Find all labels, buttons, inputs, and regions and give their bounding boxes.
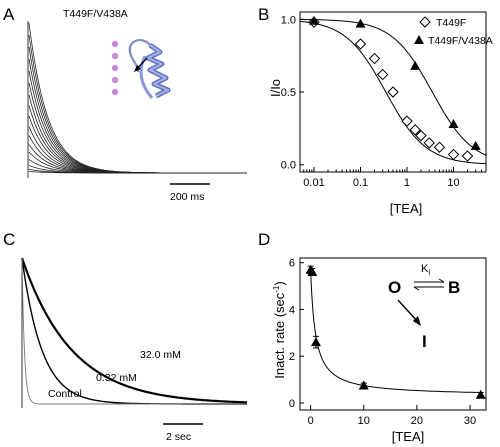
panel-b-point-t449f bbox=[401, 115, 413, 127]
panel-c-traces bbox=[20, 257, 248, 408]
scheme-state-o: O bbox=[388, 278, 401, 297]
blocker-arrow-head bbox=[134, 65, 141, 72]
trace-label-032mm: 0.32 mM bbox=[96, 372, 137, 384]
tea-ion-dot bbox=[111, 64, 119, 72]
tea-ion-dot bbox=[111, 88, 119, 96]
panel-a-title: T449F/V438A bbox=[63, 8, 128, 20]
panel-b-point-t449f bbox=[409, 124, 421, 136]
panel-b-point-t449f bbox=[415, 129, 427, 142]
scheme-state-b: B bbox=[448, 278, 460, 297]
panel-a-trace bbox=[28, 46, 247, 174]
panel-b-point-t449f bbox=[387, 86, 399, 98]
panel-d-letter: D bbox=[258, 230, 270, 249]
panel-d-plot: 0 2 4 6 0 10 20 30 bbox=[289, 257, 487, 427]
panel-b-fit-curve bbox=[300, 19, 487, 156]
panel-b-point-t449f-v438a bbox=[470, 140, 481, 150]
legend-marker-triangle bbox=[414, 35, 424, 44]
trace-label-32mm: 32.0 mM bbox=[140, 349, 181, 361]
panel-b-point-t449f bbox=[447, 148, 460, 161]
panel-b-xtick-label: 10 bbox=[447, 177, 459, 189]
scheme-state-i: I bbox=[422, 332, 427, 351]
panel-b-fit-curve bbox=[299, 20, 487, 165]
panel-b-ytick-label: 0.0 bbox=[281, 160, 296, 172]
protein-helix-highlight bbox=[147, 44, 169, 97]
panel-b-point-t449f-v438a bbox=[448, 119, 459, 128]
panel-c-letter: C bbox=[3, 230, 15, 249]
panel-b-point-t449f-v438a bbox=[410, 60, 421, 70]
panel-d-xtick-label: 20 bbox=[411, 415, 423, 427]
panel-a-trace bbox=[28, 171, 247, 174]
panel-b-ytick-label: 0.5 bbox=[281, 87, 296, 99]
tea-ion-dot bbox=[111, 76, 119, 84]
panel-d-ytick-label: 6 bbox=[289, 258, 295, 270]
tea-ion-dot bbox=[111, 52, 119, 60]
panel-b-point-t449f-v438a bbox=[355, 18, 366, 28]
panel-a-scalebar-label: 200 ms bbox=[170, 191, 204, 203]
panel-b: B I/Io [TEA] 0.0 0.5 1.0 0.01 0.1 1 10 T449F T… bbox=[258, 5, 493, 216]
panel-c-trace bbox=[20, 257, 248, 404]
panel-b-point-t449f bbox=[461, 150, 474, 162]
panel-a: A T449F/V438A 200 ms bbox=[3, 5, 247, 203]
legend-marker-diamond bbox=[419, 16, 431, 28]
trace-label-control: Control bbox=[48, 388, 82, 400]
panel-d-ytick-label: 2 bbox=[289, 351, 295, 363]
panel-d-frame bbox=[299, 257, 487, 411]
kinetic-scheme: O B Ki I bbox=[388, 263, 460, 351]
panel-b-xtick-label: 1 bbox=[404, 177, 410, 189]
panel-d-xtick-label: 0 bbox=[308, 415, 314, 427]
panel-d-ylabel: Inact. rate (sec-1) bbox=[272, 281, 287, 378]
panel-c-trace bbox=[21, 257, 247, 405]
panel-b-letter: B bbox=[258, 5, 269, 24]
panel-b-point-t449f bbox=[376, 68, 389, 81]
tea-ion-dot bbox=[111, 40, 119, 48]
panel-b-legend: T449F T449F/V438A bbox=[414, 16, 493, 47]
scheme-forward-arrowhead bbox=[438, 278, 445, 283]
panel-a-trace bbox=[28, 70, 247, 174]
panel-d-point bbox=[310, 337, 321, 347]
legend-label-t449f-v438a: T449F/V438A bbox=[428, 35, 493, 47]
panel-d-xtick-label: 30 bbox=[464, 415, 476, 427]
panel-a-trace bbox=[28, 58, 247, 174]
panel-d-point bbox=[307, 267, 318, 277]
panel-c-scalebar-label: 2 sec bbox=[166, 431, 191, 443]
panel-d-xtick-label: 10 bbox=[358, 415, 370, 427]
panel-b-xlabel: [TEA] bbox=[390, 201, 423, 216]
panel-c: C 32.0 mM 0.32 mM Control 2 sec bbox=[3, 230, 248, 443]
panel-d-xlabel: [TEA] bbox=[392, 429, 425, 444]
protein-loop bbox=[128, 39, 151, 73]
panel-d-point bbox=[475, 389, 486, 399]
scheme-inactivation-arrow bbox=[397, 299, 419, 323]
panel-b-point-t449f bbox=[368, 52, 381, 65]
panel-d-ytick-label: 0 bbox=[289, 398, 295, 410]
channel-structure-icon bbox=[111, 39, 171, 99]
panel-b-ytick-label: 1.0 bbox=[281, 14, 296, 26]
scheme-inactivation-arrowhead bbox=[413, 316, 421, 326]
scheme-backward-arrowhead bbox=[413, 286, 420, 291]
panel-a-letter: A bbox=[3, 5, 15, 24]
panel-b-point-t449f bbox=[423, 137, 435, 149]
legend-label-t449f: T449F bbox=[436, 17, 466, 29]
panel-b-point-t449f-v438a bbox=[308, 15, 319, 25]
protein-strand bbox=[139, 55, 154, 99]
panel-b-xtick-label: 0.1 bbox=[353, 177, 368, 189]
panel-b-ylabel: I/Io bbox=[268, 79, 283, 97]
panel-b-xtick-label: 0.01 bbox=[303, 177, 324, 189]
panel-b-point-t449f bbox=[354, 38, 367, 50]
panel-d-point bbox=[358, 380, 369, 390]
scheme-rate-k: Ki bbox=[421, 263, 430, 277]
panel-a-traces bbox=[28, 22, 247, 174]
panel-d-ytick-label: 4 bbox=[289, 304, 295, 316]
panel-b-plot: 0.0 0.5 1.0 0.01 0.1 1 10 bbox=[281, 11, 487, 189]
panel-b-point-t449f bbox=[433, 141, 446, 153]
